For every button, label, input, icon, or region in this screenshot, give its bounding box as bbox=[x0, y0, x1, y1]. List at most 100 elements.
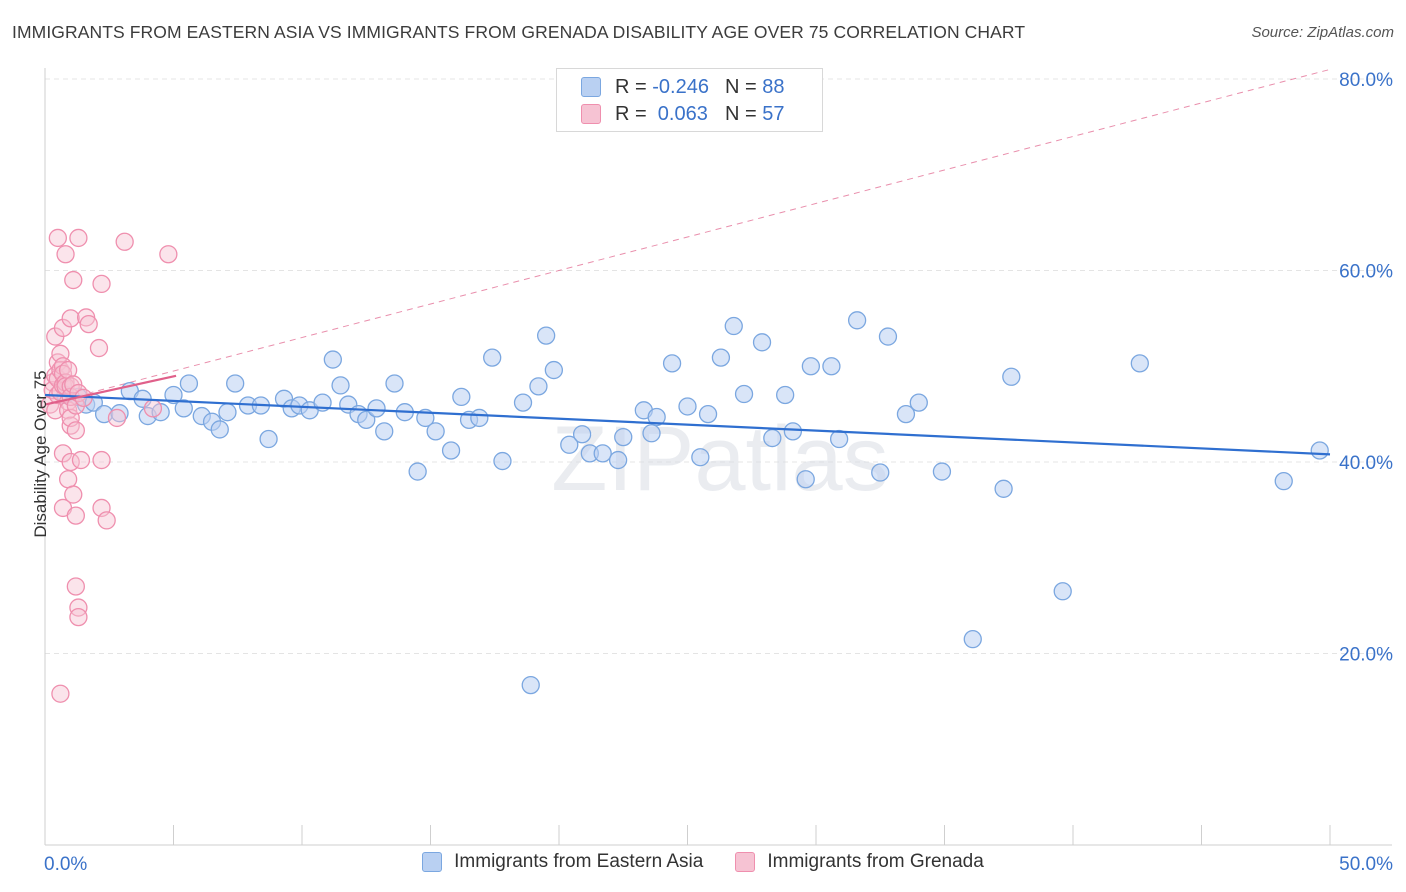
legend-n-value: 88 bbox=[762, 75, 785, 98]
legend-row-grenada: R = 0.063 N = 57 bbox=[581, 101, 785, 127]
data-point-eastern-asia bbox=[210, 420, 229, 439]
trend-line-grenada bbox=[44, 374, 177, 406]
data-point-eastern-asia bbox=[110, 404, 129, 423]
data-point-eastern-asia bbox=[331, 376, 350, 395]
stats-legend: R = -0.246 N = 88 R = 0.063 N = 57 bbox=[556, 68, 823, 132]
legend-swatch-blue bbox=[581, 77, 601, 97]
data-point-eastern-asia bbox=[259, 429, 278, 449]
legend-label: Immigrants from Eastern Asia bbox=[454, 851, 704, 872]
data-point-eastern-asia bbox=[323, 350, 342, 369]
data-point-eastern-asia bbox=[452, 387, 471, 407]
legend-n: N = 57 bbox=[725, 102, 785, 125]
data-point-eastern-asia bbox=[829, 429, 849, 449]
data-point-grenada bbox=[53, 318, 73, 338]
data-point-eastern-asia bbox=[896, 404, 916, 424]
y-tick-label: 20.0% bbox=[1339, 645, 1393, 666]
data-point-eastern-asia bbox=[226, 374, 245, 393]
data-point-eastern-asia bbox=[367, 399, 386, 418]
data-point-grenada bbox=[66, 506, 85, 525]
data-point-eastern-asia bbox=[909, 393, 928, 412]
y-axis-label: Disability Age Over 75 bbox=[31, 370, 50, 538]
data-point-grenada bbox=[48, 228, 67, 248]
data-point-grenada bbox=[89, 338, 109, 358]
x-tick-label: 50.0% bbox=[1339, 854, 1393, 875]
data-points bbox=[40, 228, 1331, 703]
data-point-grenada bbox=[92, 274, 111, 294]
data-point-eastern-asia bbox=[724, 316, 743, 336]
data-point-grenada bbox=[159, 245, 178, 264]
data-point-eastern-asia bbox=[932, 462, 952, 481]
data-point-eastern-asia bbox=[513, 393, 533, 412]
data-point-eastern-asia bbox=[1274, 471, 1293, 491]
data-point-grenada bbox=[97, 511, 116, 530]
data-point-eastern-asia bbox=[878, 327, 898, 346]
data-point-eastern-asia bbox=[408, 462, 427, 481]
data-point-eastern-asia bbox=[608, 450, 628, 470]
data-point-eastern-asia bbox=[593, 444, 612, 463]
data-point-eastern-asia bbox=[529, 377, 548, 396]
data-point-eastern-asia bbox=[179, 374, 199, 393]
trend-line-grenada-extended bbox=[44, 68, 1331, 406]
trend-line-eastern-asia bbox=[44, 393, 1331, 456]
legend-n-value: 57 bbox=[762, 102, 785, 125]
data-point-eastern-asia bbox=[691, 448, 710, 467]
data-point-eastern-asia bbox=[822, 357, 841, 376]
data-point-eastern-asia bbox=[426, 422, 445, 441]
data-point-eastern-asia bbox=[521, 675, 540, 695]
data-point-eastern-asia bbox=[544, 360, 564, 380]
data-point-grenada bbox=[56, 245, 75, 264]
y-tick-label: 40.0% bbox=[1339, 453, 1393, 474]
data-point-eastern-asia bbox=[734, 384, 754, 404]
data-point-grenada bbox=[66, 577, 85, 596]
tick-labels: 20.0% 40.0% 60.0% 80.0% 0.0% 50.0% bbox=[44, 70, 1393, 875]
data-point-eastern-asia bbox=[1002, 367, 1021, 386]
data-point-eastern-asia bbox=[218, 403, 237, 422]
legend-r: R = -0.246 bbox=[615, 75, 709, 98]
data-point-grenada bbox=[51, 684, 70, 703]
legend-swatch-blue bbox=[422, 852, 443, 872]
data-point-eastern-asia bbox=[164, 385, 183, 405]
data-point-eastern-asia bbox=[375, 422, 394, 441]
data-point-eastern-asia bbox=[483, 348, 502, 367]
data-point-eastern-asia bbox=[1130, 354, 1149, 373]
trend-lines bbox=[44, 68, 1331, 406]
data-point-eastern-asia bbox=[572, 425, 592, 444]
data-point-eastern-asia bbox=[1310, 441, 1329, 460]
legend-item-eastern-asia: Immigrants from Eastern Asia bbox=[422, 851, 703, 873]
y-tick-label: 60.0% bbox=[1339, 262, 1393, 283]
data-point-grenada bbox=[107, 408, 127, 428]
data-point-eastern-asia bbox=[678, 397, 697, 416]
data-point-grenada bbox=[79, 314, 98, 334]
data-point-eastern-asia bbox=[1053, 582, 1072, 601]
data-point-eastern-asia bbox=[783, 422, 803, 441]
data-point-grenada bbox=[143, 399, 163, 418]
data-point-grenada bbox=[115, 232, 134, 251]
data-point-grenada bbox=[69, 598, 88, 617]
data-point-grenada bbox=[69, 228, 88, 248]
data-point-eastern-asia bbox=[698, 404, 718, 424]
data-point-grenada bbox=[71, 450, 91, 470]
chart-title: IMMIGRANTS FROM EASTERN ASIA VS IMMIGRAN… bbox=[12, 22, 1026, 42]
legend-r-value: -0.246 bbox=[652, 75, 709, 98]
data-point-grenada bbox=[92, 450, 111, 470]
legend-swatch-pink bbox=[581, 104, 601, 124]
data-point-eastern-asia bbox=[963, 629, 982, 649]
y-tick-label: 80.0% bbox=[1339, 70, 1393, 91]
legend-label: Immigrants from Grenada bbox=[767, 851, 984, 872]
data-point-eastern-asia bbox=[763, 428, 782, 448]
data-point-eastern-asia bbox=[871, 463, 890, 482]
data-point-eastern-asia bbox=[493, 451, 512, 471]
data-point-eastern-asia bbox=[847, 311, 867, 330]
series-legend: Immigrants from Eastern Asia Immigrants … bbox=[0, 851, 1406, 873]
legend-swatch-pink bbox=[735, 852, 756, 872]
data-point-eastern-asia bbox=[776, 385, 795, 405]
data-point-eastern-asia bbox=[174, 399, 193, 418]
legend-r: R = 0.063 bbox=[615, 102, 708, 125]
data-point-eastern-asia bbox=[441, 441, 461, 460]
data-point-eastern-asia bbox=[537, 326, 556, 345]
data-point-eastern-asia bbox=[642, 424, 661, 443]
axes bbox=[44, 68, 1392, 846]
data-point-eastern-asia bbox=[560, 435, 579, 454]
data-point-grenada bbox=[58, 470, 78, 489]
